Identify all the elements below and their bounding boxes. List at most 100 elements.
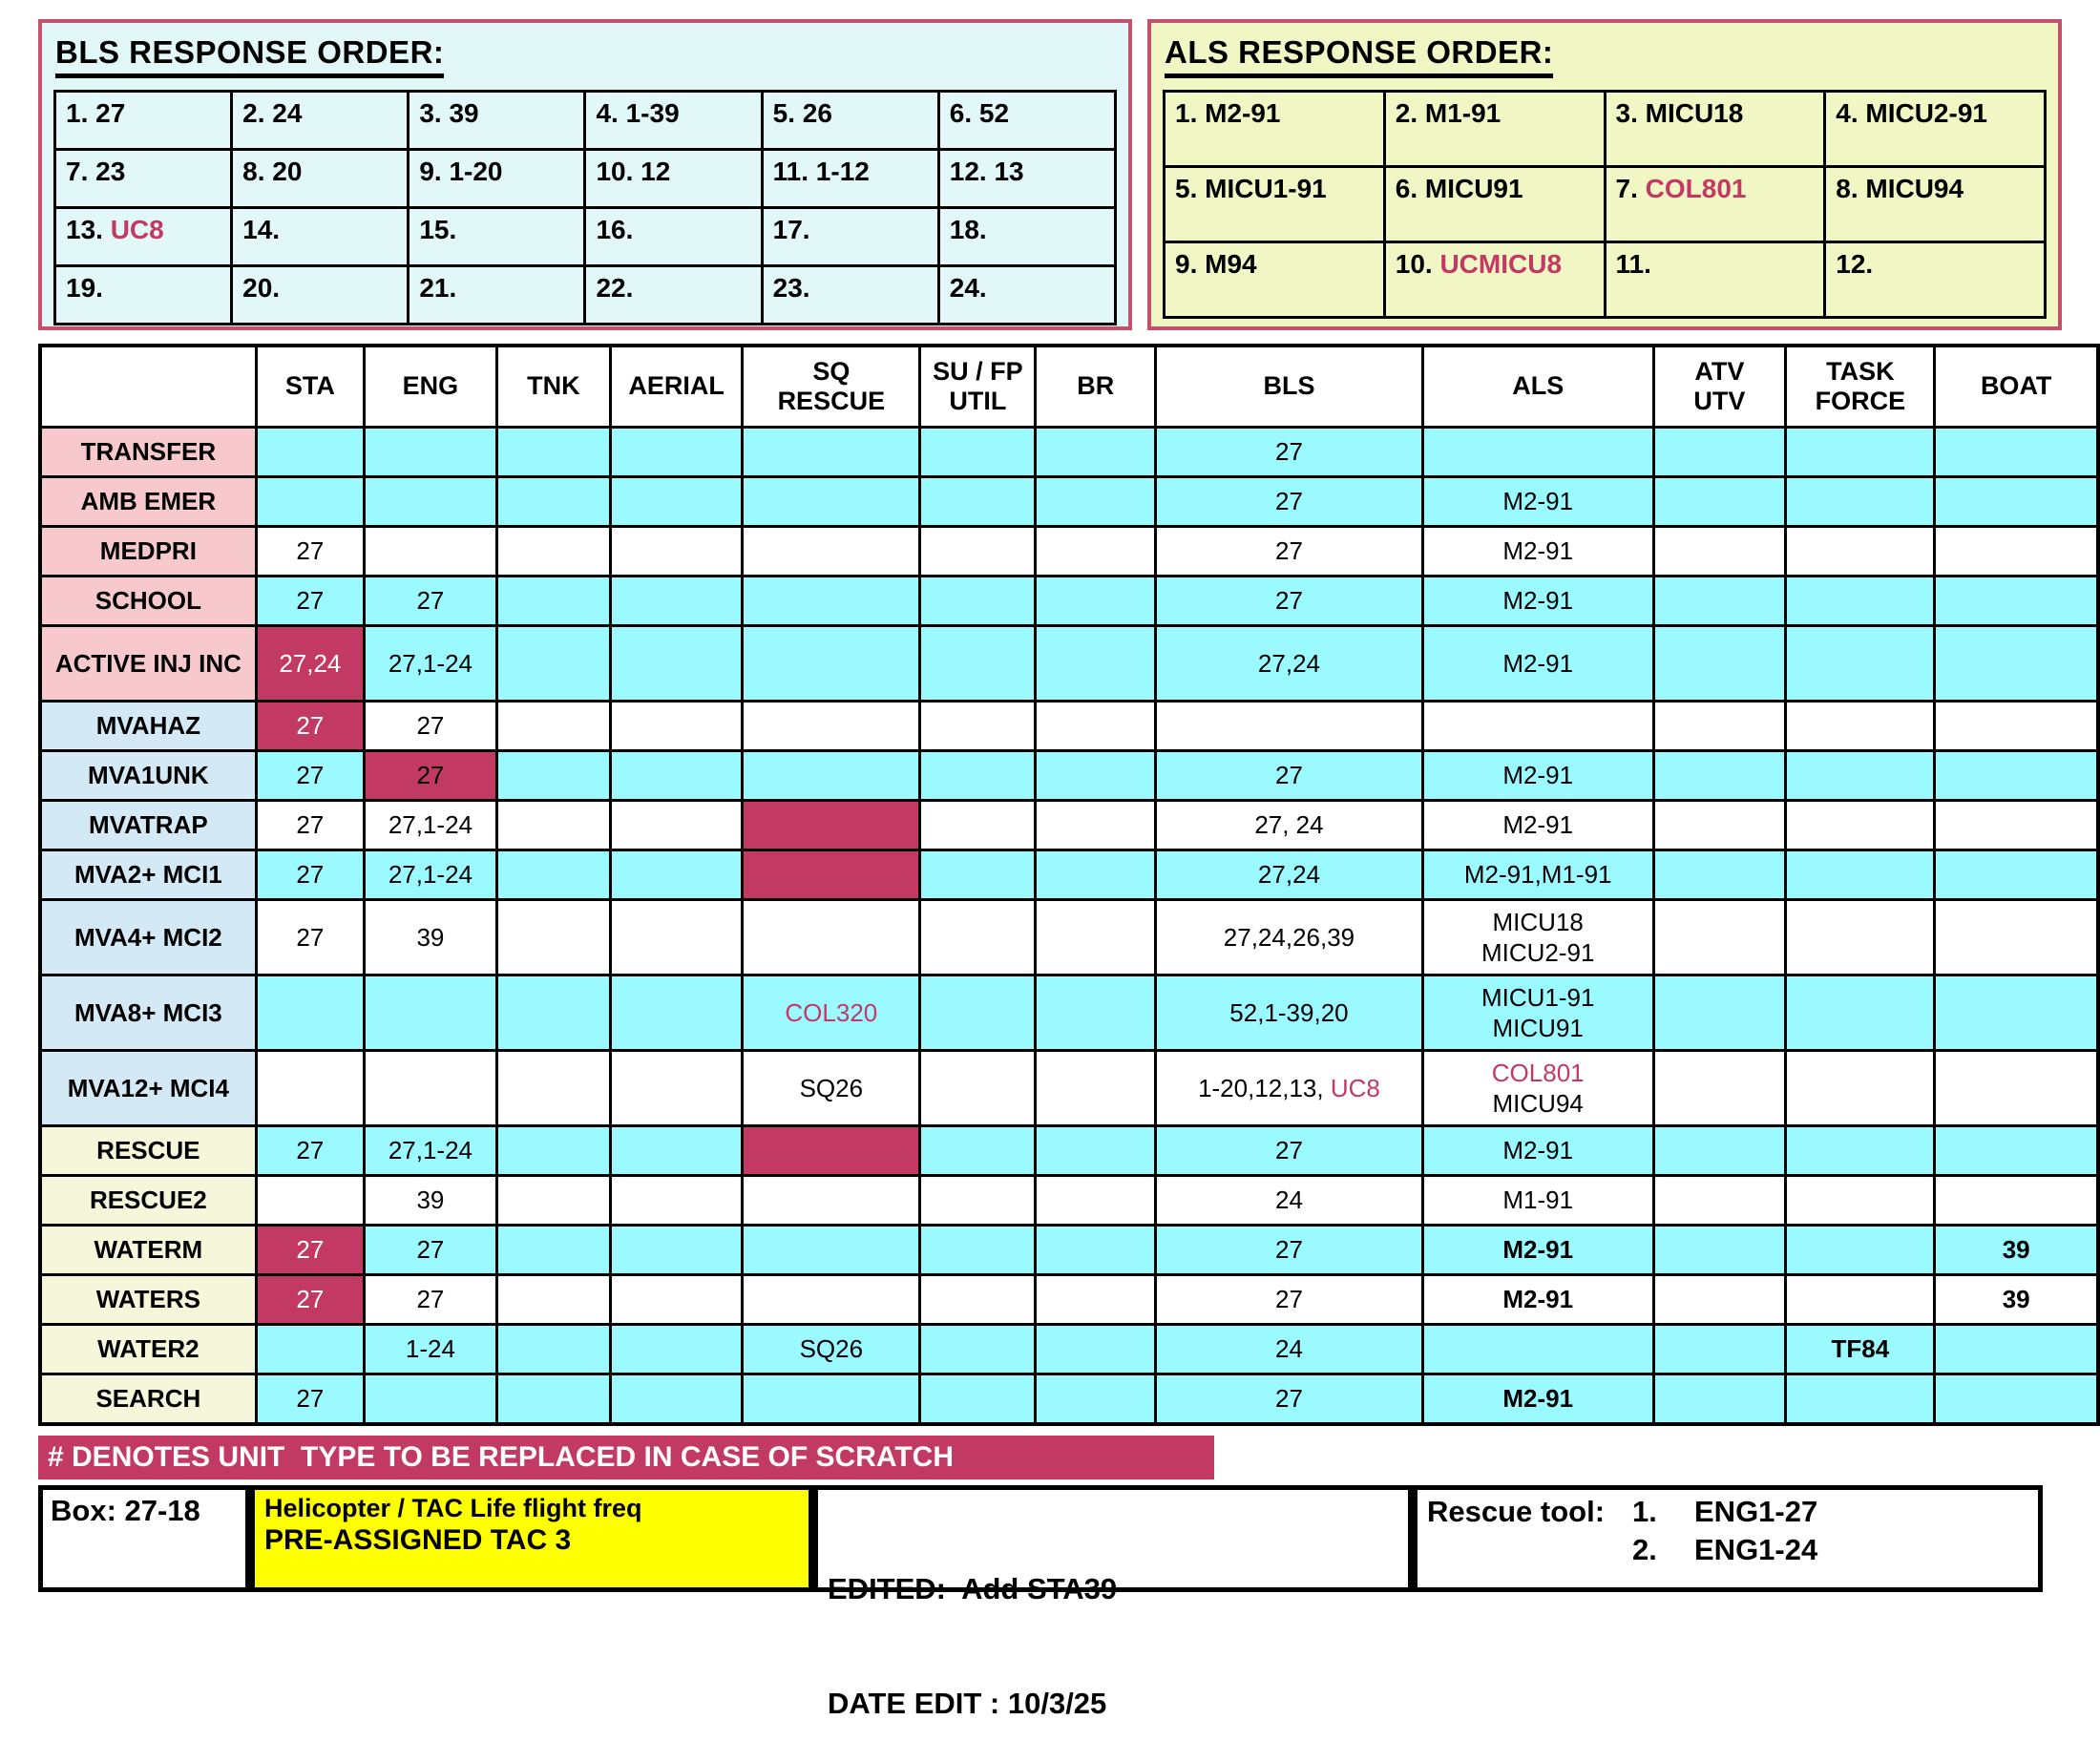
order-number: 5. bbox=[772, 98, 803, 128]
cell-rescue2-atv bbox=[1651, 1174, 1788, 1227]
cell-school-als: M2-91 bbox=[1420, 575, 1655, 627]
cell-search-sta: 27 bbox=[254, 1373, 367, 1425]
response-matrix-table: STA ENG TNK AERIAL SQ RESCUE SU / FP UTIL BR BLS A… bbox=[38, 344, 2100, 1426]
matrix-header-row: STA ENG TNK AERIAL SQ RESCUE SU / FP UTIL BR BLS A… bbox=[38, 344, 2100, 429]
rescue-tool-label: Rescue tool: bbox=[1427, 1495, 1606, 1528]
order-number: 15. bbox=[419, 215, 457, 244]
als-order-entry: 3. MICU18 bbox=[1603, 90, 1827, 168]
cell-search-als: M2-91 bbox=[1420, 1373, 1655, 1425]
order-unit: MICU1-91 bbox=[1205, 174, 1327, 203]
order-number: 3. bbox=[419, 98, 450, 128]
cell-mva1unk-sufp bbox=[918, 749, 1038, 802]
order-number: 16. bbox=[596, 215, 634, 244]
cell-search-atv bbox=[1651, 1373, 1788, 1425]
row-active-inj-inc: ACTIVE INJ INC 27,24 27,1-24 27,24 M2-91 bbox=[38, 624, 2100, 703]
als-order-entry: 2. M1-91 bbox=[1382, 90, 1606, 168]
cell-mva12-mci4-br bbox=[1034, 1049, 1158, 1127]
row-label-school: SCHOOL bbox=[38, 575, 258, 627]
als-order-entry: 9. M94 bbox=[1163, 241, 1386, 319]
cell-medpri-sta: 27 bbox=[254, 525, 367, 577]
cell-medpri-task bbox=[1784, 525, 1937, 577]
cell-water2-sta bbox=[254, 1323, 367, 1375]
bls-order-row: 19. 20. 21. 22. 23. 24. bbox=[52, 264, 1118, 325]
bls-panel-title: BLS RESPONSE ORDER: bbox=[55, 34, 445, 78]
row-label-amb-emer: AMB EMER bbox=[38, 475, 258, 528]
order-number: 9. bbox=[1175, 249, 1206, 279]
bls-order-entry: 4. 1-39 bbox=[583, 90, 764, 151]
cell-waters-br bbox=[1034, 1273, 1158, 1326]
cell-mvahaz-sq bbox=[741, 700, 922, 752]
cell-school-atv bbox=[1651, 575, 1788, 627]
cell-mvahaz-als bbox=[1420, 700, 1655, 752]
rescue-tool-row: Rescue tool: 1. ENG1-27 bbox=[1427, 1493, 2028, 1531]
cell-mva1unk-aerial bbox=[608, 749, 745, 802]
cell-waterm-sufp bbox=[918, 1224, 1038, 1276]
row-label-search: SEARCH bbox=[38, 1373, 258, 1425]
cell-mvahaz-bls bbox=[1154, 700, 1424, 752]
cell-mvatrap-atv bbox=[1651, 799, 1788, 851]
column-header-sta: STA bbox=[254, 344, 367, 429]
cell-rescue2-br bbox=[1034, 1174, 1158, 1227]
cell-amb-emer-eng bbox=[363, 475, 498, 528]
cell-school-eng: 27 bbox=[363, 575, 498, 627]
als-order-row: 9. M94 10. UCMICU8 11. 12. bbox=[1163, 241, 2047, 319]
cell-active-inj-inc-sta: 27,24 bbox=[254, 624, 367, 703]
order-number: 19. bbox=[66, 273, 103, 303]
cell-mva8-mci3-bls: 52,1-39,20 bbox=[1154, 974, 1424, 1052]
cell-waters-eng: 27 bbox=[363, 1273, 498, 1326]
cell-rescue-boat bbox=[1933, 1124, 2100, 1177]
order-number: 1. bbox=[66, 98, 96, 128]
rescue-tool-label bbox=[1427, 1531, 1632, 1569]
row-label-active-inj-inc: ACTIVE INJ INC bbox=[38, 624, 258, 703]
cell-rescue-br bbox=[1034, 1124, 1158, 1177]
row-label-waters: WATERS bbox=[38, 1273, 258, 1326]
order-number: 10. bbox=[1395, 249, 1440, 279]
cell-mvatrap-sta: 27 bbox=[254, 799, 367, 851]
cell-active-inj-inc-aerial bbox=[608, 624, 745, 703]
order-number: 4. bbox=[596, 98, 626, 128]
cell-medpri-aerial bbox=[608, 525, 745, 577]
cell-school-bls: 27 bbox=[1154, 575, 1424, 627]
order-unit: COL801 bbox=[1645, 174, 1747, 203]
cell-mva12-mci4-task bbox=[1784, 1049, 1937, 1127]
order-number: 17. bbox=[772, 215, 810, 244]
cell-mva2-mci1-boat bbox=[1933, 849, 2100, 901]
row-mva4-mci2: MVA4+ MCI2 27 39 27,24,26,39 MICU18 MICU2-91 bbox=[38, 898, 2100, 976]
cell-water2-bls: 24 bbox=[1154, 1323, 1424, 1375]
cell-mva8-mci3-atv bbox=[1651, 974, 1788, 1052]
cell-active-inj-inc-boat bbox=[1933, 624, 2100, 703]
cell-search-aerial bbox=[608, 1373, 745, 1425]
cell-mvatrap-sufp bbox=[918, 799, 1038, 851]
row-label-mva2-mci1: MVA2+ MCI1 bbox=[38, 849, 258, 901]
cell-mva4-mci2-task bbox=[1784, 898, 1937, 976]
cell-search-sufp bbox=[918, 1373, 1038, 1425]
cell-mva12-mci4-atv bbox=[1651, 1049, 1788, 1127]
order-number: 21. bbox=[419, 273, 457, 303]
cell-amb-emer-tnk bbox=[494, 475, 612, 528]
cell-mva2-mci1-tnk bbox=[494, 849, 612, 901]
cell-mva12-mci4-sufp bbox=[918, 1049, 1038, 1127]
bls-order-entry: 1. 27 bbox=[52, 90, 234, 151]
cell-school-sq bbox=[741, 575, 922, 627]
row-label-medpri: MEDPRI bbox=[38, 525, 258, 577]
cell-mva2-mci1-br bbox=[1034, 849, 1158, 901]
cell-active-inj-inc-tnk bbox=[494, 624, 612, 703]
cell-rescue-atv bbox=[1651, 1124, 1788, 1177]
cell-rescue-sufp bbox=[918, 1124, 1038, 1177]
als-order-row: 1. M2-91 2. M1-91 3. MICU18 4. MICU2-91 bbox=[1163, 90, 2047, 168]
cell-school-tnk bbox=[494, 575, 612, 627]
cell-mvahaz-sufp bbox=[918, 700, 1038, 752]
cell-mva4-mci2-als: MICU18 MICU2-91 bbox=[1420, 898, 1655, 976]
cell-transfer-aerial bbox=[608, 426, 745, 478]
cell-mva12-mci4-sq: SQ26 bbox=[741, 1049, 922, 1127]
cell-transfer-als bbox=[1420, 426, 1655, 478]
cell-rescue-bls: 27 bbox=[1154, 1124, 1424, 1177]
bls-order-entry: 21. bbox=[407, 264, 587, 325]
cell-school-br bbox=[1034, 575, 1158, 627]
cell-school-boat bbox=[1933, 575, 2100, 627]
edited-line: EDITED: Add STA39 bbox=[828, 1571, 1118, 1605]
cell-mva1unk-task bbox=[1784, 749, 1937, 802]
cell-rescue2-als: M1-91 bbox=[1420, 1174, 1655, 1227]
rescue-tool-unit: ENG1-27 bbox=[1694, 1495, 1818, 1528]
cell-transfer-atv bbox=[1651, 426, 1788, 478]
